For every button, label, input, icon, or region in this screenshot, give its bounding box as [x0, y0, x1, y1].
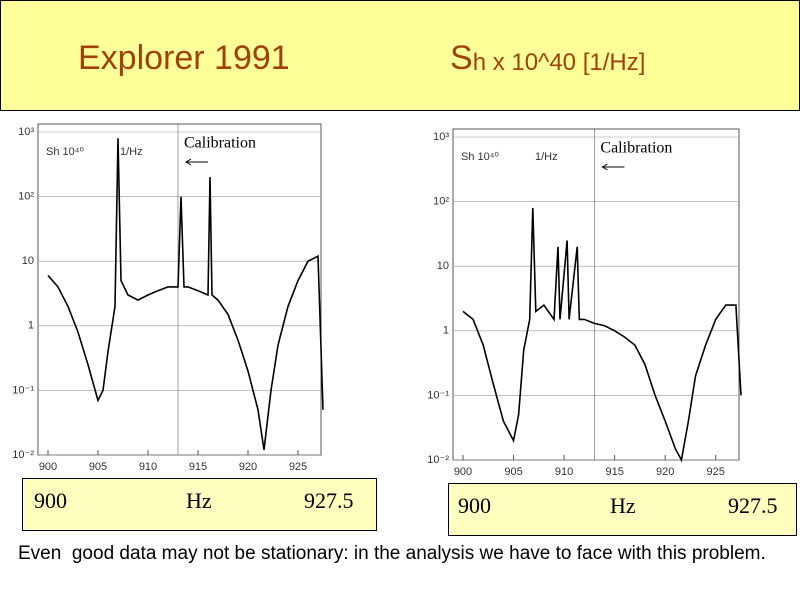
plot-label: Sh 10⁴⁰ [46, 146, 84, 158]
range-unit: Hz [186, 488, 212, 513]
header-band [0, 0, 800, 111]
annotation-arrow [185, 158, 208, 166]
x-tick-label: 905 [504, 466, 522, 478]
range-end: 927.5 [728, 493, 778, 518]
x-tick-label: 900 [39, 461, 57, 473]
annotation: Calibration [600, 140, 672, 157]
x-tick-label: 910 [555, 466, 573, 478]
x-tick-label: 925 [289, 461, 307, 473]
y-tick-label: 1 [28, 320, 34, 332]
annotation: Calibration [184, 135, 256, 152]
y-tick-label: 10³ [433, 131, 449, 143]
plot-frame [452, 128, 740, 461]
y-tick-label: 10² [18, 191, 34, 203]
caption: Even good data may not be stationary: in… [18, 543, 766, 564]
x-tick-label: 915 [605, 466, 623, 478]
slide-title: Explorer 1991 [78, 39, 290, 77]
x-tick-label: 900 [454, 466, 472, 478]
y-tick-label: 10 [22, 255, 34, 267]
spectrum-line [462, 207, 742, 463]
range-start: 900 [458, 493, 491, 518]
y-tick-label: 10⁻¹ [427, 389, 449, 401]
range-start: 900 [34, 488, 67, 513]
y-tick-label: 10² [433, 196, 449, 208]
x-tick-label: 920 [239, 461, 257, 473]
y-tick-label: 1 [443, 325, 449, 337]
plot-frame [37, 123, 322, 456]
plot-label: 1/Hz [535, 151, 558, 163]
plot-label: Sh 10⁴⁰ [461, 151, 499, 163]
symbol-rest: h x 10^40 [1/Hz] [473, 49, 646, 76]
annotation-arrow [601, 163, 625, 171]
symbol: Sh x 10^40 [1/Hz] [450, 39, 645, 77]
y-tick-label: 10⁻² [427, 454, 449, 466]
y-tick-label: 10⁻² [12, 449, 34, 461]
range-box [448, 483, 797, 536]
spectrum-line [47, 138, 324, 451]
x-tick-label: 915 [189, 461, 207, 473]
y-tick-label: 10⁻¹ [12, 384, 34, 396]
range-box [22, 478, 377, 531]
x-tick-label: 910 [139, 461, 157, 473]
y-tick-label: 10³ [18, 126, 34, 138]
plot-label: 1/Hz [120, 146, 143, 158]
range-unit: Hz [610, 493, 636, 518]
y-tick-label: 10 [437, 260, 449, 272]
range-end: 927.5 [304, 488, 354, 513]
x-tick-label: 905 [89, 461, 107, 473]
symbol-main: S [450, 39, 473, 77]
x-tick-label: 925 [707, 466, 725, 478]
x-tick-label: 920 [656, 466, 674, 478]
